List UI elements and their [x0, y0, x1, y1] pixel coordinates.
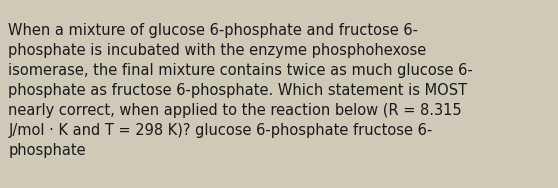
- Text: When a mixture of glucose 6-phosphate and fructose 6-
phosphate is incubated wit: When a mixture of glucose 6-phosphate an…: [8, 23, 473, 158]
